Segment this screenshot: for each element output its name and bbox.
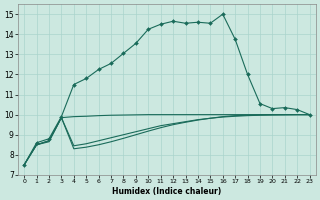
X-axis label: Humidex (Indice chaleur): Humidex (Indice chaleur): [112, 187, 221, 196]
